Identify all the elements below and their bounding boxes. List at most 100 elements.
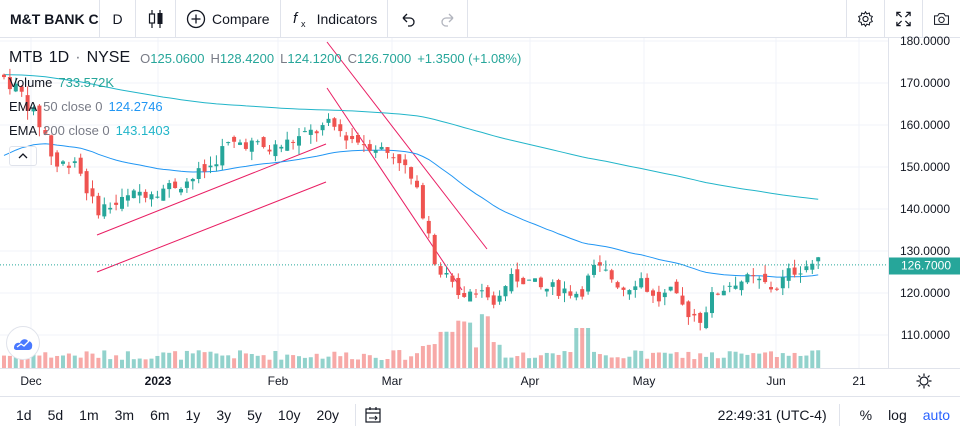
candle-body bbox=[420, 185, 425, 219]
volume-bar bbox=[527, 358, 532, 368]
legend-interval: 1D bbox=[48, 49, 70, 66]
chart-pane[interactable] bbox=[0, 38, 888, 368]
interval-button[interactable]: D bbox=[100, 0, 136, 38]
candle-body bbox=[314, 131, 319, 134]
candle-body bbox=[462, 292, 467, 297]
range-6m[interactable]: 6m bbox=[150, 407, 170, 423]
volume-bar bbox=[308, 357, 313, 368]
volume-bar bbox=[226, 355, 231, 368]
candle-body bbox=[155, 196, 160, 198]
volume-bar bbox=[90, 353, 95, 368]
candle-body bbox=[627, 290, 632, 295]
settings-button[interactable] bbox=[846, 0, 884, 38]
range-3y[interactable]: 3y bbox=[216, 407, 232, 423]
percent-toggle[interactable]: % bbox=[859, 407, 873, 423]
volume-bar bbox=[533, 357, 537, 368]
compare-button[interactable]: Compare bbox=[176, 0, 281, 38]
candle-body bbox=[715, 293, 720, 295]
chart-type-button[interactable] bbox=[136, 0, 176, 38]
volume-bar bbox=[409, 356, 414, 368]
candle-body bbox=[403, 159, 408, 166]
auto-toggle[interactable]: auto bbox=[922, 407, 950, 423]
volume-bar bbox=[704, 356, 709, 368]
candle-body bbox=[37, 105, 42, 128]
fullscreen-button[interactable] bbox=[884, 0, 922, 38]
tradingview-logo[interactable] bbox=[6, 326, 40, 360]
undo-button[interactable] bbox=[388, 0, 428, 38]
indicators-button[interactable]: f x Indicators bbox=[281, 0, 389, 38]
legend-high: 128.4200 bbox=[219, 50, 275, 66]
volume-bar bbox=[786, 355, 791, 368]
range-5y[interactable]: 5y bbox=[247, 407, 262, 423]
candle-body bbox=[786, 268, 791, 281]
legend-volume[interactable]: Volume 733.572K bbox=[9, 74, 115, 90]
collapse-legend-button[interactable] bbox=[9, 146, 37, 166]
symbol-search[interactable]: M&T BANK C bbox=[0, 0, 100, 38]
candle-body bbox=[586, 275, 591, 292]
range-20y[interactable]: 20y bbox=[316, 407, 340, 423]
volume-bar bbox=[291, 355, 296, 368]
range-10y[interactable]: 10y bbox=[277, 407, 301, 423]
candle-body bbox=[603, 269, 608, 271]
volume-bar bbox=[745, 354, 750, 368]
volume-bar bbox=[627, 356, 632, 368]
candle-body bbox=[804, 266, 809, 271]
log-toggle[interactable]: log bbox=[888, 407, 907, 423]
candle-body bbox=[190, 178, 195, 182]
volume-bar bbox=[485, 316, 490, 368]
volume-bar bbox=[403, 359, 408, 368]
candle-body bbox=[721, 290, 726, 296]
volume-value: 733.572K bbox=[58, 74, 115, 90]
candle-body bbox=[609, 270, 614, 280]
fullscreen-icon bbox=[896, 11, 911, 27]
candle-body bbox=[261, 137, 266, 148]
candle-body bbox=[391, 157, 396, 159]
volume-bar bbox=[261, 355, 266, 368]
candle-body bbox=[710, 292, 714, 314]
volume-bar bbox=[432, 344, 437, 368]
clock[interactable]: 22:49:31 (UTC-4) bbox=[717, 407, 827, 423]
candle-body bbox=[686, 301, 691, 318]
range-3m[interactable]: 3m bbox=[114, 407, 135, 423]
snapshot-button[interactable] bbox=[922, 0, 960, 38]
range-1y[interactable]: 1y bbox=[185, 407, 201, 423]
volume-bar bbox=[320, 358, 325, 368]
channel-line bbox=[326, 87, 463, 291]
volume-bar bbox=[586, 328, 591, 368]
time-axis[interactable]: Dec 2023 Feb Mar Apr May Jun 21 bbox=[0, 368, 960, 392]
candle-body bbox=[249, 140, 254, 152]
legend-ema50[interactable]: EMA 50 close 0 124.2746 bbox=[9, 98, 163, 114]
candle-body bbox=[7, 76, 12, 90]
range-5d[interactable]: 5d bbox=[47, 407, 64, 423]
volume-bar bbox=[2, 355, 6, 368]
volume-bar bbox=[344, 352, 349, 368]
volume-bar bbox=[13, 355, 18, 368]
volume-bar bbox=[232, 358, 237, 368]
candle-body bbox=[356, 134, 360, 143]
price-axis[interactable]: 180.0000 170.0000 160.0000 150.0000 140.… bbox=[888, 34, 960, 368]
range-1m[interactable]: 1m bbox=[79, 407, 99, 423]
redo-button[interactable] bbox=[428, 0, 469, 38]
candle-body bbox=[184, 181, 189, 188]
sun-gear-icon[interactable] bbox=[916, 373, 932, 389]
volume-bar bbox=[810, 350, 815, 368]
candle-body bbox=[733, 285, 738, 289]
volume-bar bbox=[385, 359, 390, 368]
candle-body bbox=[302, 131, 307, 133]
range-1d[interactable]: 1d bbox=[16, 407, 32, 423]
candle-body bbox=[674, 281, 679, 294]
volume-bar bbox=[184, 350, 189, 368]
calendar-range-icon[interactable] bbox=[364, 406, 382, 424]
volume-bar bbox=[173, 351, 178, 368]
candle-body bbox=[538, 277, 543, 288]
legend-ema200[interactable]: EMA 200 close 0 143.1403 bbox=[9, 122, 170, 138]
volume-bar bbox=[774, 357, 779, 368]
volume-bar bbox=[149, 358, 154, 368]
candles bbox=[2, 68, 821, 331]
volume-bar bbox=[751, 353, 756, 368]
candle-body bbox=[31, 107, 36, 112]
price-chart[interactable] bbox=[0, 38, 888, 368]
volume-bar bbox=[456, 320, 461, 368]
volume-bar bbox=[479, 314, 484, 368]
plus-circle-icon bbox=[186, 9, 206, 28]
